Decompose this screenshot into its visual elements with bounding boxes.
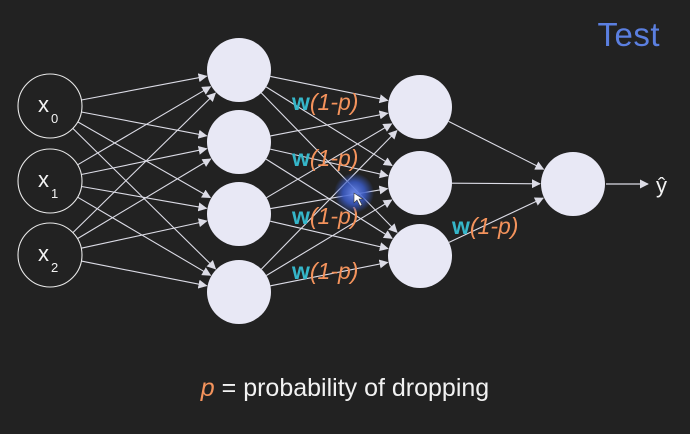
input-node-subscript: 0 xyxy=(51,111,58,126)
edge-hidden1-hidden2 xyxy=(270,75,389,104)
edge-hidden1-hidden2 xyxy=(266,199,393,276)
edge-input-hidden1 xyxy=(77,86,212,166)
edge-input-hidden1 xyxy=(77,121,212,199)
input-node-label: x xyxy=(38,167,49,192)
connections xyxy=(72,73,649,289)
output-node-0 xyxy=(541,152,605,216)
weight-scale: (1-p) xyxy=(310,89,359,115)
input-node-2 xyxy=(17,222,83,288)
edge-hidden1-hidden2 xyxy=(261,129,398,270)
edge-input-hidden1 xyxy=(81,111,208,139)
weight-w: w xyxy=(291,145,310,171)
input-node-label: x xyxy=(38,241,49,266)
footer-variable: p xyxy=(200,374,215,402)
hidden1-node-0 xyxy=(207,38,271,102)
edge-input-hidden1 xyxy=(77,158,212,240)
hidden1-node-2 xyxy=(207,182,271,246)
edge-input-hidden1 xyxy=(72,92,217,233)
edge-hidden2-output xyxy=(448,197,544,243)
weight-w: w xyxy=(451,213,470,239)
edge-hidden1-hidden2 xyxy=(266,123,393,199)
weight-w: w xyxy=(291,258,310,284)
input-node-1 xyxy=(17,148,83,214)
hidden2-node-0 xyxy=(388,75,452,139)
weight-scale: (1-p) xyxy=(470,213,519,239)
hidden2-node-2 xyxy=(388,224,452,288)
hidden1-node-1 xyxy=(207,110,271,174)
edge-hidden2-output xyxy=(448,120,545,170)
weight-label-4: w(1-p) xyxy=(451,213,518,239)
hidden1-node-3 xyxy=(207,260,271,324)
footer-caption: p = probability of dropping xyxy=(0,374,690,403)
edge-hidden1-hidden2 xyxy=(270,110,389,137)
weight-scale: (1-p) xyxy=(310,145,359,171)
input-node-0 xyxy=(17,73,83,139)
footer-text: = probability of dropping xyxy=(214,374,490,402)
input-node-label: x xyxy=(38,92,49,117)
output-label: ŷ xyxy=(656,173,667,198)
edge-input-hidden1 xyxy=(81,260,208,289)
weight-scale: (1-p) xyxy=(310,258,359,284)
weight-w: w xyxy=(291,89,310,115)
weight-label-3: w(1-p) xyxy=(291,258,358,284)
edge-hidden1-hidden2 xyxy=(270,148,389,179)
edge-hidden1-hidden2 xyxy=(270,259,389,287)
weight-w: w xyxy=(291,203,310,229)
edge-hidden1-hidden2 xyxy=(265,86,393,166)
edge-input-hidden1 xyxy=(81,145,208,176)
input-node-subscript: 2 xyxy=(51,260,58,275)
input-node-subscript: 1 xyxy=(51,186,58,201)
phase-label: Test xyxy=(597,16,660,53)
edge-input-hidden1 xyxy=(77,196,212,276)
edge-hidden2-output xyxy=(451,179,541,189)
weight-label-0: w(1-p) xyxy=(291,89,358,115)
edge-input-hidden1 xyxy=(81,185,208,212)
weight-labels: w(1-p)w(1-p)w(1-p)w(1-p)w(1-p) xyxy=(291,89,518,284)
cursor-pointer-icon xyxy=(353,192,364,207)
annotations: ŷ xyxy=(334,173,667,213)
edge-input-hidden1 xyxy=(81,73,208,101)
hidden2-node-1 xyxy=(388,151,452,215)
edge-input-hidden1 xyxy=(81,218,208,249)
weight-label-1: w(1-p) xyxy=(291,145,358,171)
edge-hidden1-hidden2 xyxy=(270,220,389,252)
